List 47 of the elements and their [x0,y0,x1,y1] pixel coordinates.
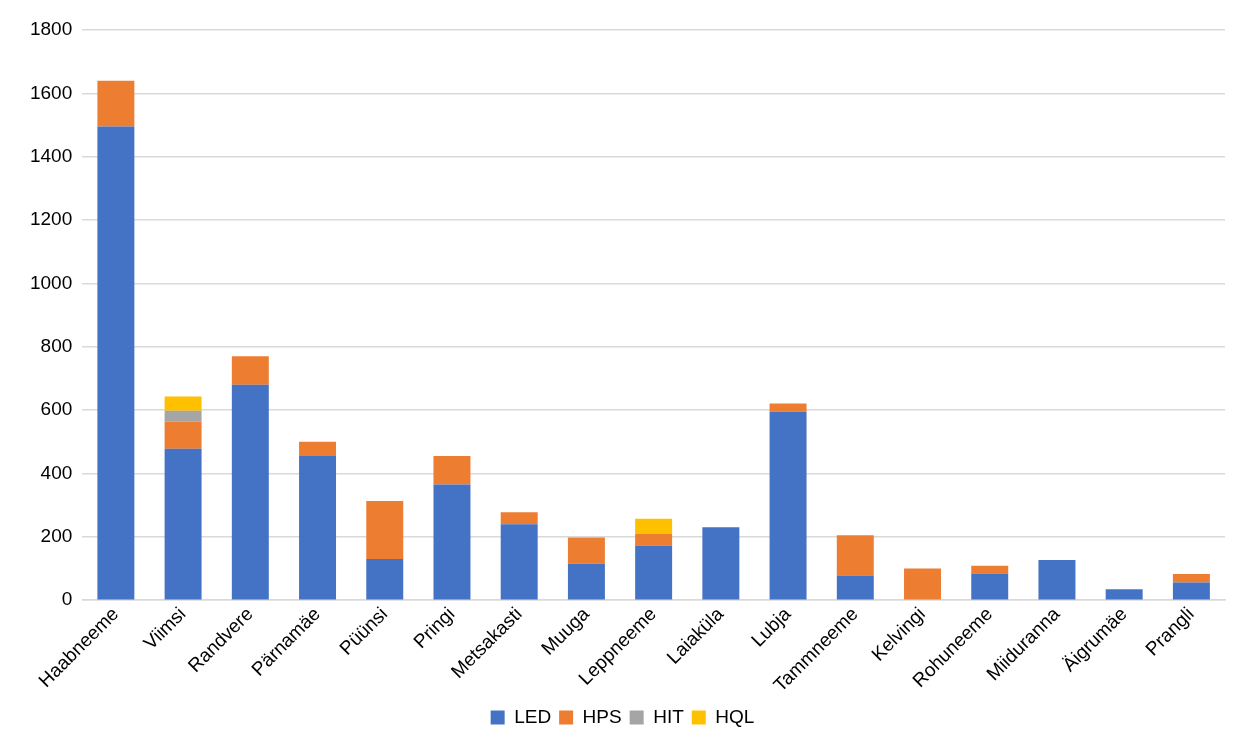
bar [702,527,740,600]
bar [97,80,135,127]
bar [164,421,202,449]
y-tick-label: 1400 [29,144,73,166]
bar [164,410,202,422]
legend-label: HPS [582,705,622,727]
bar [500,524,538,600]
y-tick-label: 800 [40,335,73,357]
bar [567,563,605,600]
bar [1172,573,1210,583]
bar [769,411,807,600]
bar [1038,559,1076,600]
bar [433,456,471,485]
bar [567,537,605,564]
bar [971,565,1009,574]
y-tick-label: 0 [61,588,73,610]
bar [231,384,269,600]
bar [231,356,269,385]
y-tick-label: 1200 [29,208,73,230]
bar [500,512,538,525]
bar [769,403,807,412]
bar [1105,589,1143,600]
bar [299,441,337,457]
bar [164,448,202,600]
bar [97,126,135,600]
legend-label: LED [514,705,552,727]
bar [1172,582,1210,600]
legend-label: HIT [653,705,685,727]
y-tick-label: 1000 [29,271,73,293]
bar [836,535,874,576]
bar [635,534,673,546]
legend-label: HQL [715,705,755,727]
bar [635,518,673,535]
bar [164,396,202,411]
y-tick-label: 600 [40,398,73,420]
bar [299,456,337,600]
bar [366,559,404,600]
y-tick-label: 1800 [29,18,73,40]
bar [635,545,673,600]
bar [366,501,404,560]
y-tick-label: 1600 [29,81,73,103]
bar [971,573,1009,600]
bar [836,575,874,600]
bar [904,568,941,600]
y-tick-label: 400 [40,461,73,483]
bar [433,484,471,600]
y-tick-label: 200 [40,525,73,547]
